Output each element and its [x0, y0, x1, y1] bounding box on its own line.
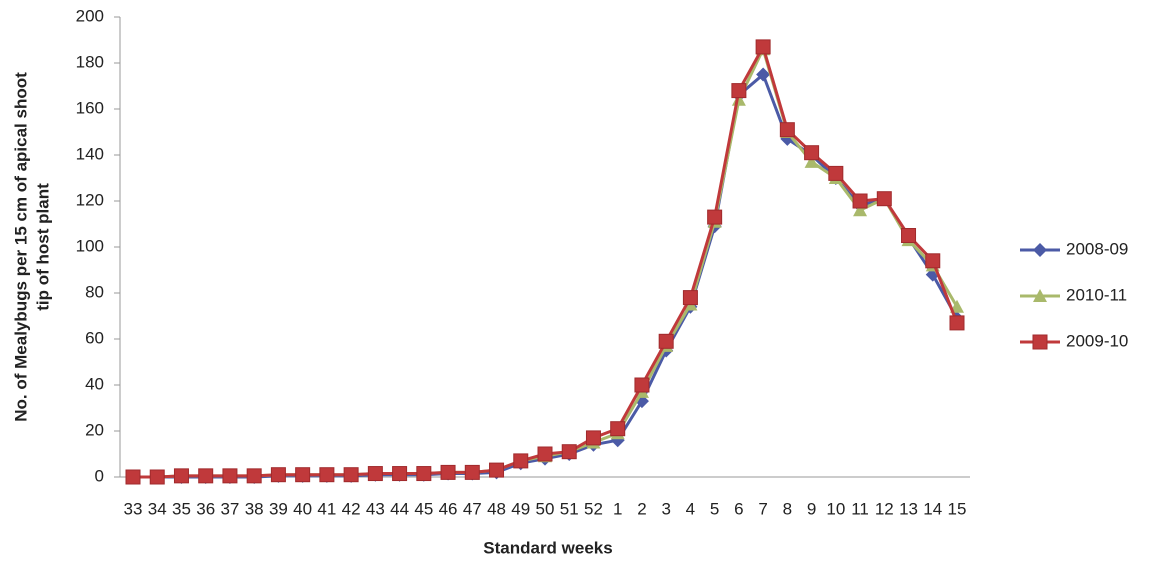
- point: [173, 468, 189, 484]
- x-tick-label: 15: [948, 499, 967, 518]
- y-tick-label: 120: [76, 190, 104, 209]
- y-tick-label: 100: [76, 236, 104, 255]
- point: [295, 467, 311, 483]
- x-tick-label: 9: [807, 499, 816, 518]
- point: [464, 464, 480, 480]
- point: [852, 193, 868, 209]
- point: [246, 468, 262, 484]
- point: [853, 203, 868, 217]
- point: [755, 39, 771, 55]
- y-tick-label: 60: [85, 328, 104, 347]
- x-axis-title: Standard weeks: [483, 538, 612, 557]
- point: [561, 444, 577, 460]
- y-axis-title: tip of host plant: [33, 183, 52, 311]
- x-tick-label: 11: [851, 499, 869, 518]
- point: [149, 469, 165, 485]
- x-tick-label: 49: [511, 499, 530, 518]
- y-tick-label: 0: [95, 466, 104, 485]
- y-tick-label: 80: [85, 282, 104, 301]
- point: [682, 290, 698, 306]
- x-tick-label: 37: [220, 499, 239, 518]
- point: [222, 468, 238, 484]
- x-tick-label: 8: [783, 499, 792, 518]
- point: [925, 253, 941, 269]
- y-tick-label: 40: [85, 374, 104, 393]
- point: [440, 464, 456, 480]
- point: [125, 469, 141, 485]
- point: [779, 122, 795, 138]
- y-tick-label: 180: [76, 52, 104, 71]
- point: [756, 67, 771, 82]
- point: [270, 467, 286, 483]
- point: [828, 165, 844, 181]
- point: [537, 446, 553, 462]
- x-tick-label: 51: [560, 499, 579, 518]
- x-tick-label: 10: [826, 499, 845, 518]
- x-tick-label: 46: [439, 499, 458, 518]
- legend-marker: [1033, 243, 1047, 257]
- point: [804, 145, 820, 161]
- x-tick-label: 42: [342, 499, 361, 518]
- x-tick-label: 33: [124, 499, 143, 518]
- x-tick-label: 48: [487, 499, 506, 518]
- y-tick-label: 20: [85, 420, 104, 439]
- x-tick-label: 13: [899, 499, 918, 518]
- y-tick-label: 200: [76, 6, 104, 25]
- series-line: [133, 71, 959, 479]
- x-tick-label: 4: [686, 499, 695, 518]
- x-tick-label: 44: [390, 499, 409, 518]
- x-tick-label: 45: [414, 499, 433, 518]
- x-tick-label: 39: [269, 499, 288, 518]
- point: [707, 209, 723, 225]
- point: [319, 467, 335, 483]
- point: [489, 462, 505, 478]
- x-tick-label: 14: [923, 499, 942, 518]
- legend-marker: [1033, 289, 1047, 302]
- point: [392, 466, 408, 482]
- y-axis-title: No. of Mealybugs per 15 cm of apical sho…: [11, 72, 30, 422]
- y-tick-label: 160: [76, 98, 104, 117]
- x-tick-label: 50: [536, 499, 555, 518]
- x-tick-label: 52: [584, 499, 603, 518]
- legend-label: 2008-09: [1066, 239, 1128, 258]
- x-tick-label: 40: [293, 499, 312, 518]
- point: [634, 377, 650, 393]
- point: [513, 453, 529, 469]
- x-tick-label: 43: [366, 499, 385, 518]
- series-line: [133, 45, 959, 479]
- x-tick-label: 34: [148, 499, 167, 518]
- x-tick-label: 1: [613, 499, 622, 518]
- point: [610, 421, 626, 437]
- x-tick-label: 6: [734, 499, 743, 518]
- x-tick-label: 5: [710, 499, 719, 518]
- point: [731, 83, 747, 99]
- point: [950, 299, 964, 313]
- legend-marker: [1032, 334, 1048, 350]
- x-tick-label: 12: [875, 499, 894, 518]
- point: [876, 191, 892, 207]
- point: [901, 228, 917, 243]
- point: [367, 466, 383, 482]
- x-tick-label: 36: [196, 499, 215, 518]
- point: [416, 466, 432, 482]
- series-line: [133, 43, 959, 479]
- point: [585, 430, 601, 446]
- y-tick-label: 140: [76, 144, 104, 163]
- x-tick-label: 35: [172, 499, 191, 518]
- x-tick-label: 47: [463, 499, 482, 518]
- legend-label: 2010-11: [1066, 285, 1127, 304]
- point: [804, 154, 819, 168]
- point: [949, 315, 965, 331]
- point: [198, 468, 214, 484]
- point: [343, 467, 359, 483]
- x-tick-label: 38: [245, 499, 264, 518]
- x-tick-label: 3: [661, 499, 670, 518]
- x-tick-label: 7: [758, 499, 767, 518]
- legend-label: 2009-10: [1066, 331, 1128, 350]
- point: [658, 333, 674, 349]
- x-tick-label: 41: [317, 499, 336, 518]
- x-tick-label: 2: [637, 499, 646, 518]
